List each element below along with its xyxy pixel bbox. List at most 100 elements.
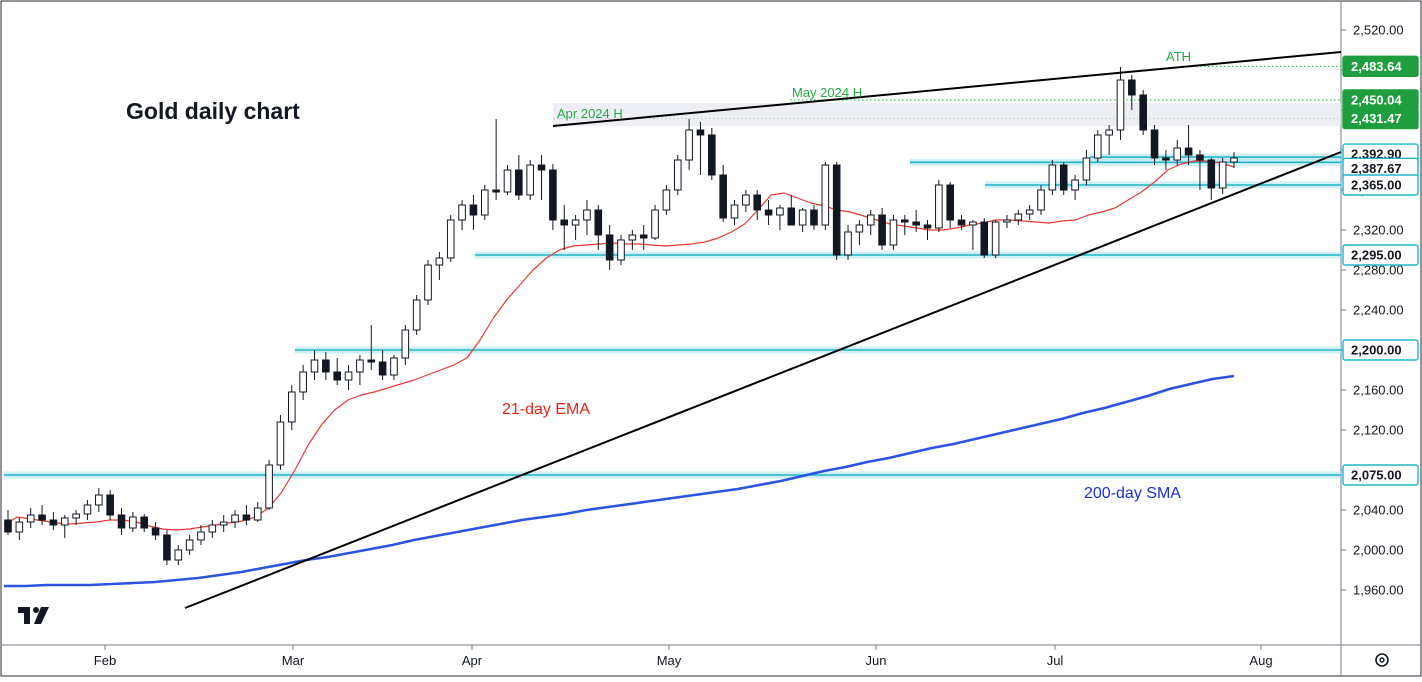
candle[interactable] bbox=[1196, 150, 1204, 190]
candle[interactable] bbox=[1139, 90, 1147, 135]
candle[interactable] bbox=[991, 220, 1000, 258]
candle[interactable] bbox=[900, 215, 909, 235]
candle[interactable] bbox=[969, 220, 977, 250]
candle[interactable] bbox=[560, 205, 569, 250]
candle[interactable] bbox=[685, 119, 693, 170]
candle[interactable] bbox=[299, 365, 307, 400]
candle[interactable] bbox=[83, 500, 92, 520]
candle[interactable] bbox=[503, 165, 512, 195]
candle[interactable] bbox=[617, 235, 625, 265]
candle[interactable] bbox=[219, 515, 228, 532]
candle[interactable] bbox=[1218, 158, 1227, 194]
candle[interactable] bbox=[844, 225, 852, 260]
candle[interactable] bbox=[798, 208, 807, 232]
candle[interactable] bbox=[435, 252, 444, 280]
candle[interactable] bbox=[662, 185, 671, 215]
candle[interactable] bbox=[49, 512, 58, 530]
candle[interactable] bbox=[1093, 130, 1102, 162]
candle[interactable] bbox=[253, 502, 262, 522]
price-tag[interactable]: 2,483.64 bbox=[1342, 55, 1419, 78]
candle[interactable] bbox=[753, 190, 762, 220]
candle[interactable] bbox=[1059, 162, 1068, 195]
candle[interactable] bbox=[378, 350, 387, 380]
candle[interactable] bbox=[583, 200, 591, 235]
candle[interactable] bbox=[356, 355, 364, 385]
candle[interactable] bbox=[185, 535, 194, 555]
candle[interactable] bbox=[72, 510, 80, 525]
candle[interactable] bbox=[639, 225, 648, 250]
candle[interactable] bbox=[1184, 125, 1193, 165]
candle[interactable] bbox=[935, 180, 943, 232]
candle[interactable] bbox=[287, 385, 296, 430]
candle[interactable] bbox=[549, 164, 557, 230]
candle[interactable] bbox=[821, 162, 830, 230]
candle[interactable] bbox=[458, 200, 466, 230]
candle[interactable] bbox=[1116, 67, 1125, 140]
candle[interactable] bbox=[26, 508, 35, 528]
candle[interactable] bbox=[106, 490, 114, 520]
candle[interactable] bbox=[651, 205, 659, 240]
candle[interactable] bbox=[1025, 205, 1034, 220]
candle[interactable] bbox=[1082, 150, 1091, 185]
price-tag[interactable]: 2,075.00 bbox=[1342, 464, 1419, 486]
candle[interactable] bbox=[265, 460, 273, 510]
candle[interactable] bbox=[1128, 75, 1136, 110]
candle[interactable] bbox=[526, 160, 534, 200]
candle[interactable] bbox=[60, 515, 69, 538]
candle[interactable] bbox=[344, 365, 353, 390]
candle[interactable] bbox=[605, 225, 614, 270]
candle[interactable] bbox=[776, 205, 784, 230]
candle[interactable] bbox=[878, 208, 886, 250]
price-tag[interactable]: 2,431.47 bbox=[1342, 107, 1419, 130]
price-tag[interactable]: 2,387.67 bbox=[1342, 157, 1419, 180]
candle[interactable] bbox=[515, 155, 523, 200]
candle[interactable] bbox=[1037, 185, 1045, 215]
price-tag[interactable]: 2,365.00 bbox=[1342, 174, 1419, 196]
candle[interactable] bbox=[163, 530, 171, 565]
candle[interactable] bbox=[957, 215, 966, 230]
candle[interactable] bbox=[832, 162, 841, 260]
candle[interactable] bbox=[719, 165, 727, 222]
candle[interactable] bbox=[492, 119, 500, 200]
candle[interactable] bbox=[628, 230, 637, 250]
candle[interactable] bbox=[446, 215, 455, 262]
candle[interactable] bbox=[424, 260, 432, 305]
candle[interactable] bbox=[38, 505, 46, 525]
candle[interactable] bbox=[571, 215, 580, 240]
candle[interactable] bbox=[208, 520, 217, 538]
candle[interactable] bbox=[866, 210, 875, 235]
candle[interactable] bbox=[742, 190, 750, 212]
rising-support-trendline[interactable] bbox=[184, 151, 1342, 609]
candle[interactable] bbox=[129, 512, 137, 532]
candle[interactable] bbox=[480, 185, 489, 220]
candle[interactable] bbox=[673, 155, 682, 195]
candle[interactable] bbox=[401, 325, 410, 365]
candle[interactable] bbox=[95, 488, 103, 512]
candle[interactable] bbox=[1230, 152, 1238, 168]
candle[interactable] bbox=[174, 545, 183, 565]
candle[interactable] bbox=[1105, 125, 1113, 155]
price-tag[interactable]: 2,200.00 bbox=[1342, 339, 1419, 361]
candle[interactable] bbox=[117, 508, 126, 535]
candle[interactable] bbox=[367, 325, 376, 370]
candle[interactable] bbox=[1162, 150, 1170, 170]
candle[interactable] bbox=[764, 200, 773, 225]
candle[interactable] bbox=[923, 220, 932, 240]
candle[interactable] bbox=[1014, 210, 1023, 225]
candle[interactable] bbox=[912, 210, 920, 232]
candle[interactable] bbox=[594, 205, 603, 250]
candle[interactable] bbox=[197, 525, 205, 545]
candle[interactable] bbox=[537, 155, 546, 200]
candle[interactable] bbox=[1048, 160, 1057, 195]
chart-settings-icon[interactable] bbox=[1375, 653, 1389, 667]
candle[interactable] bbox=[333, 358, 342, 385]
candle[interactable] bbox=[140, 514, 149, 532]
candle[interactable] bbox=[787, 195, 796, 226]
candle[interactable] bbox=[276, 415, 285, 470]
candle[interactable] bbox=[1150, 125, 1159, 165]
candle[interactable] bbox=[855, 220, 864, 245]
candle[interactable] bbox=[469, 195, 478, 230]
candle[interactable] bbox=[15, 518, 24, 540]
price-tag[interactable]: 2,295.00 bbox=[1342, 244, 1419, 266]
candle[interactable] bbox=[151, 522, 160, 540]
